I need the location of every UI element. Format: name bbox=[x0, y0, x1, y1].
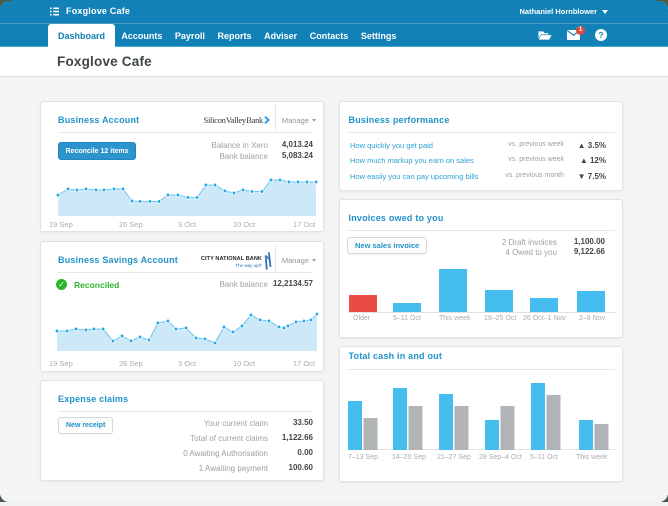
svg-text:?: ? bbox=[598, 30, 603, 40]
